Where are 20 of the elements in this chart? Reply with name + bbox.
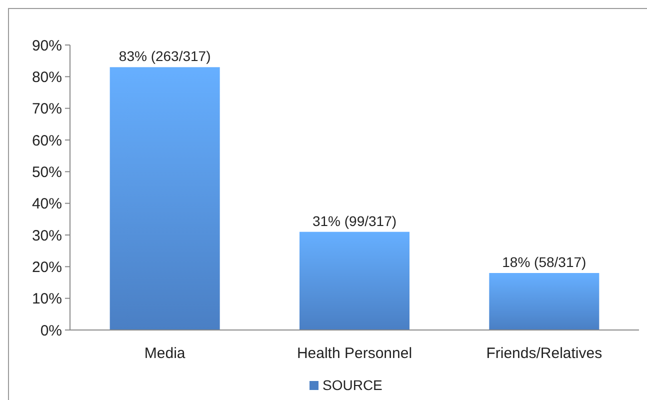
bar bbox=[110, 67, 220, 330]
data-label: 18% (58/317) bbox=[502, 254, 586, 270]
x-tick-label: Friends/Relatives bbox=[486, 345, 602, 362]
y-tick-label: 60% bbox=[32, 132, 62, 150]
bar bbox=[299, 232, 410, 330]
y-tick-label: 20% bbox=[32, 258, 62, 276]
data-label: 31% (99/317) bbox=[312, 212, 397, 229]
x-tick-label: Health Personnel bbox=[296, 345, 412, 362]
y-tick-label: 90% bbox=[32, 37, 62, 54]
bar bbox=[489, 273, 600, 330]
y-tick-label: 10% bbox=[32, 290, 62, 308]
y-tick-label: 70% bbox=[32, 100, 62, 118]
x-tick-label: Media bbox=[144, 345, 186, 362]
y-tick-label: 30% bbox=[32, 227, 62, 244]
data-label: 83% (263/317) bbox=[118, 48, 211, 64]
legend-label: SOURCE bbox=[322, 377, 382, 393]
y-tick-label: 50% bbox=[32, 164, 62, 181]
y-tick-label: 40% bbox=[32, 196, 62, 213]
y-tick-label: 80% bbox=[32, 68, 62, 86]
y-tick-label: 0% bbox=[40, 322, 62, 340]
